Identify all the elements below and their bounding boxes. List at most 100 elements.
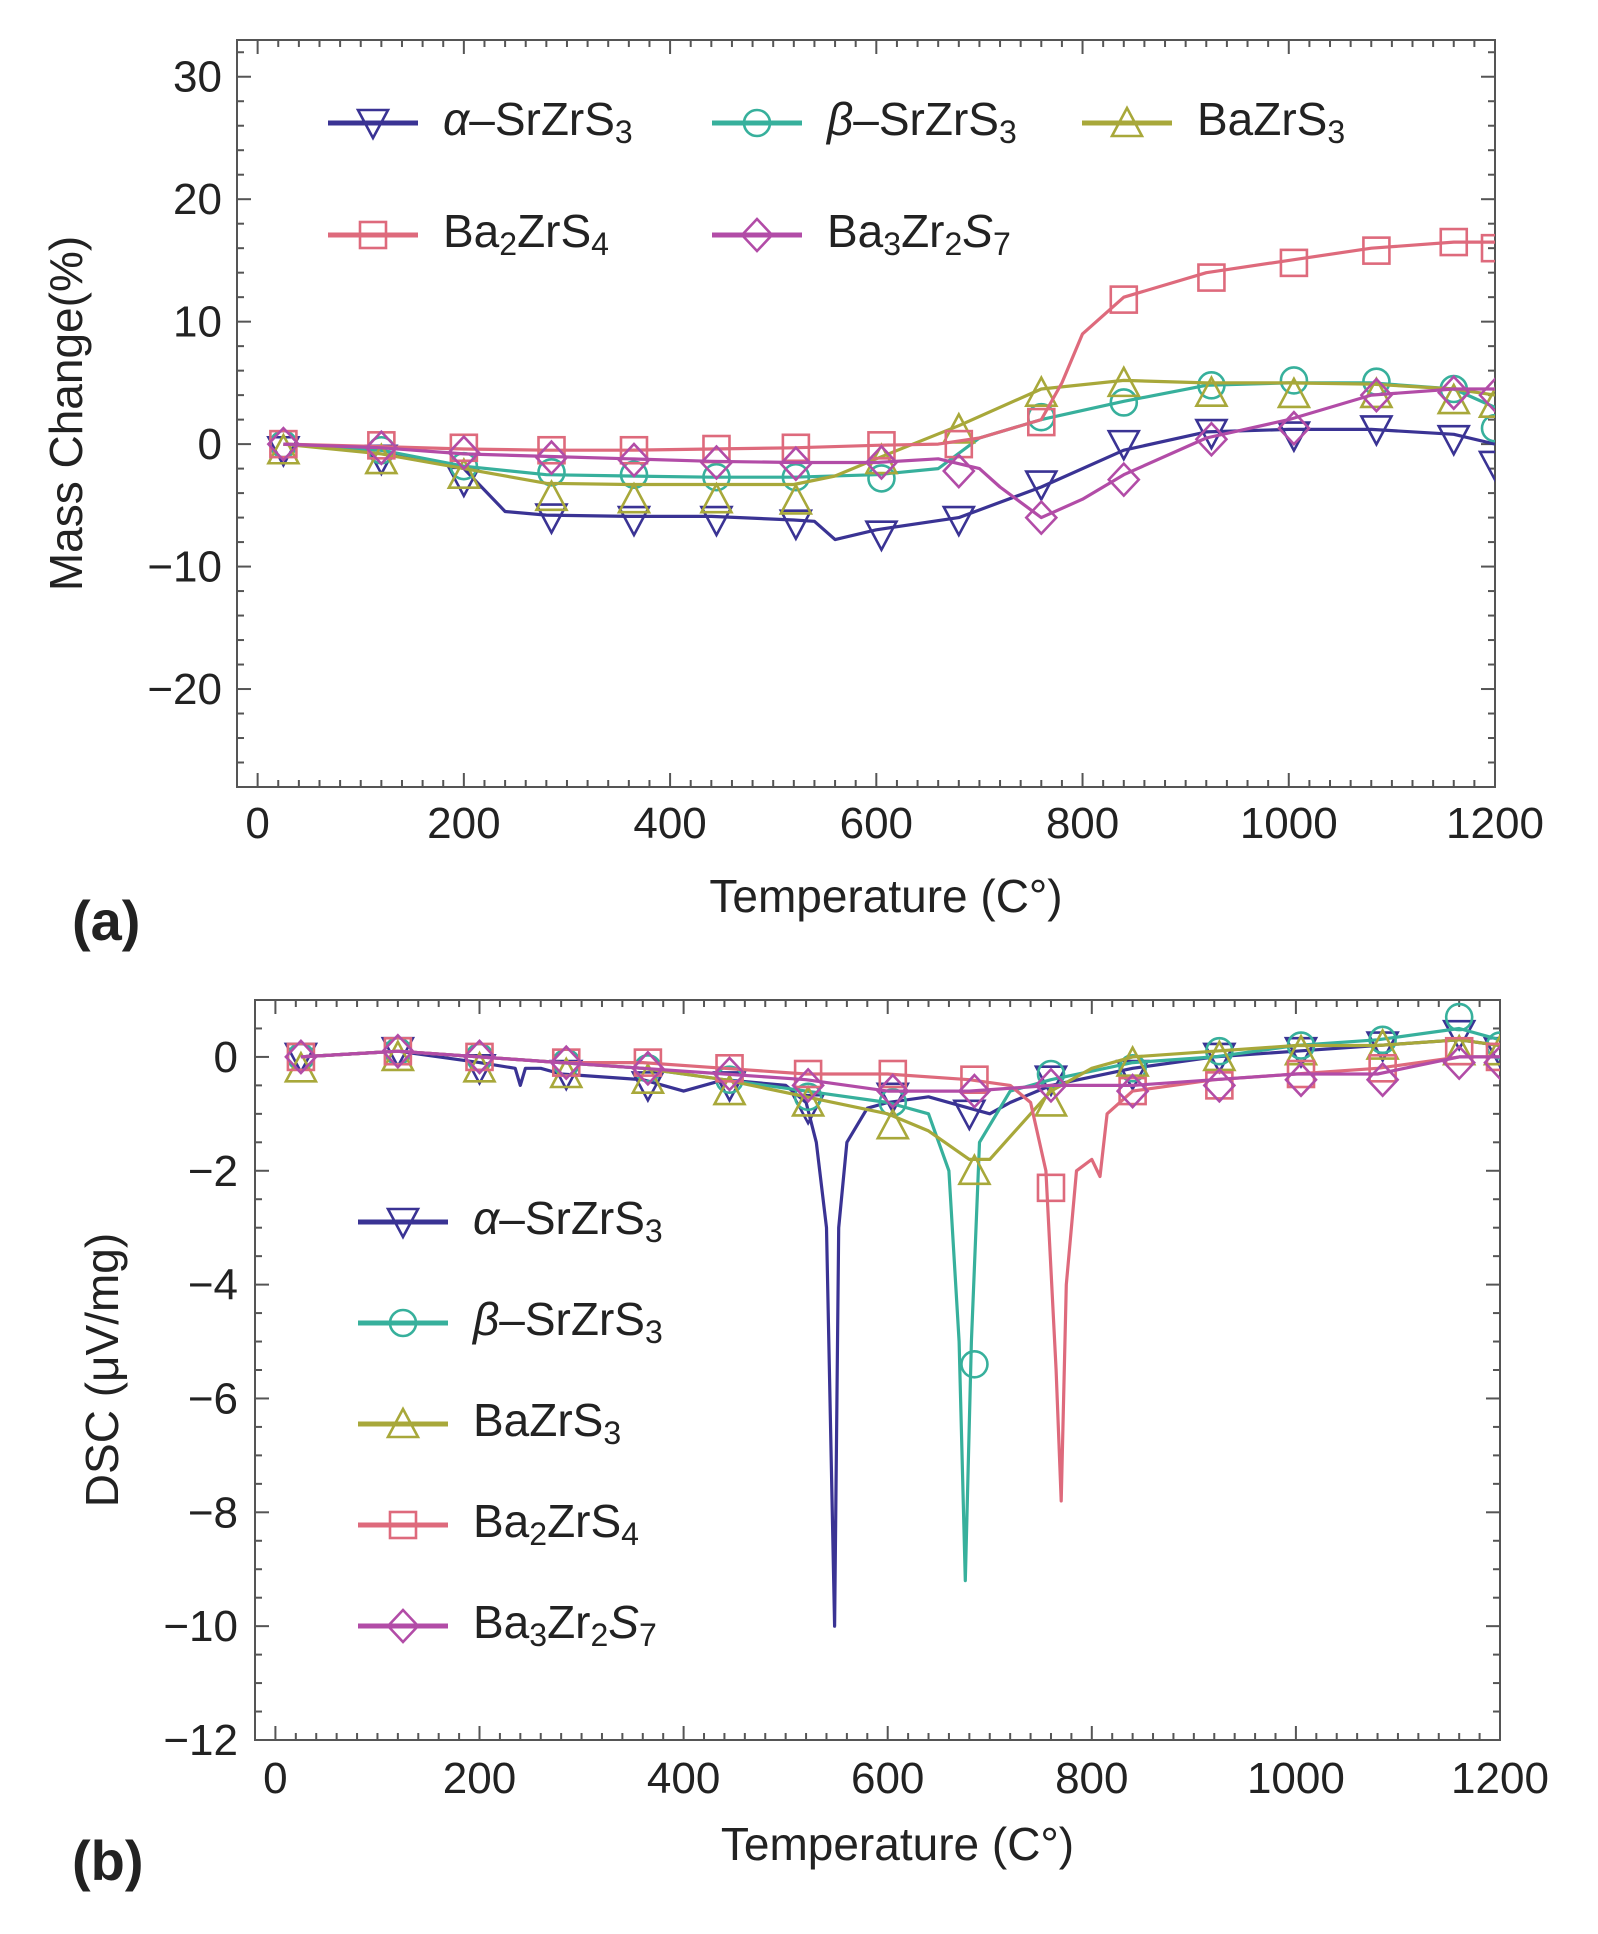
data-point — [1359, 415, 1394, 448]
data-point — [867, 431, 896, 460]
data-point — [537, 435, 566, 465]
data-point — [791, 1067, 825, 1104]
data-point — [781, 462, 811, 492]
data-point — [381, 1033, 415, 1070]
data-point — [549, 1056, 584, 1089]
legend: α–SrZrS3 β–SrZrS3 BaZrS3 Ba2ZrS4 Ba3Zr2S7 — [328, 93, 1345, 262]
data-point — [1036, 1173, 1066, 1203]
legend-label: α–SrZrS3 — [443, 93, 633, 150]
data-point — [616, 481, 652, 514]
data-point — [1359, 377, 1394, 414]
data-point — [619, 460, 649, 490]
x-tick-label: 1200 — [1451, 1754, 1549, 1803]
data-point — [1362, 236, 1391, 265]
data-point — [712, 1071, 747, 1104]
data-point — [793, 1059, 823, 1089]
data-point — [781, 433, 811, 463]
legend-marker — [742, 108, 772, 138]
data-point — [1106, 365, 1141, 398]
data-point — [1033, 1084, 1069, 1117]
y-tick-label: 0 — [198, 420, 222, 469]
data-point — [1197, 371, 1226, 400]
legend-label: Ba2ZrS4 — [473, 1495, 639, 1552]
legend-label: BaZrS3 — [1197, 93, 1345, 150]
legend-marker — [385, 1406, 421, 1439]
y-tick-label: 20 — [173, 175, 222, 224]
data-point — [1024, 499, 1059, 536]
data-point — [712, 1056, 747, 1092]
legend-label: β–SrZrS3 — [825, 93, 1017, 150]
y-tick-label: −8 — [188, 1488, 238, 1537]
data-point — [1276, 421, 1312, 454]
data-point — [699, 444, 734, 481]
y-tick-label: −10 — [163, 1602, 238, 1651]
data-point — [778, 509, 814, 542]
data-point — [549, 1044, 584, 1081]
data-point — [380, 1039, 416, 1072]
data-point — [779, 445, 813, 482]
data-point — [878, 1059, 908, 1089]
data-point — [1442, 1044, 1476, 1081]
data-point — [283, 1050, 319, 1083]
data-point — [1202, 1067, 1237, 1104]
data-point — [462, 1050, 497, 1083]
x-tick-label: 1000 — [1240, 799, 1338, 848]
y-axis-title: DSC (μV/mg) — [76, 1233, 128, 1507]
x-tick-label: 0 — [263, 1754, 287, 1803]
legend: α–SrZrS3 β–SrZrS3 BaZrS3 Ba2ZrS4 Ba3Zr2S7 — [358, 1192, 663, 1653]
data-point — [942, 453, 976, 489]
data-point — [534, 439, 569, 476]
data-point — [266, 426, 301, 463]
y-tick-label: 0 — [214, 1033, 238, 1082]
data-point — [1368, 1025, 1397, 1055]
data-point — [793, 1082, 823, 1112]
data-point — [867, 464, 896, 493]
legend-label: Ba3Zr2S7 — [473, 1596, 657, 1653]
data-point — [630, 1061, 666, 1094]
data-point — [1026, 407, 1056, 437]
legend-marker — [388, 1510, 418, 1540]
series-3 — [269, 227, 1495, 465]
data-point — [1436, 374, 1471, 411]
data-point — [446, 456, 482, 490]
legend-label: Ba2ZrS4 — [443, 205, 609, 262]
data-point — [1480, 413, 1495, 443]
data-point — [1368, 1054, 1397, 1083]
data-point — [1442, 1019, 1477, 1052]
data-point — [778, 482, 814, 515]
data-point — [712, 1073, 747, 1106]
data-point — [617, 442, 651, 478]
data-point — [1194, 374, 1229, 407]
series-2 — [266, 365, 1495, 515]
data-point — [702, 462, 731, 492]
x-tick-label: 600 — [840, 799, 913, 848]
data-point — [957, 1153, 992, 1186]
data-point — [960, 1350, 989, 1379]
data-point — [957, 1073, 992, 1109]
y-tick-label: 30 — [173, 53, 222, 102]
data-point — [1480, 233, 1495, 263]
data-point — [1109, 388, 1139, 417]
data-point — [1279, 248, 1309, 278]
data-point — [616, 505, 652, 538]
data-point — [1034, 1067, 1068, 1104]
data-point — [864, 444, 899, 481]
data-point — [462, 1039, 497, 1075]
legend-marker — [388, 1308, 418, 1338]
x-axis-title: Temperature (C°) — [709, 870, 1062, 922]
y-axis-title: Mass Change(%) — [40, 236, 92, 591]
data-point — [1194, 421, 1229, 458]
data-point — [447, 434, 481, 471]
data-point — [1482, 1033, 1500, 1066]
x-tick-label: 0 — [245, 799, 269, 848]
legend-label: BaZrS3 — [473, 1394, 621, 1451]
data-point — [1365, 1027, 1400, 1060]
data-point — [1436, 424, 1471, 457]
data-point — [1024, 470, 1059, 503]
data-point — [1106, 429, 1141, 462]
x-tick-label: 200 — [427, 799, 500, 848]
data-point — [630, 1071, 666, 1104]
y-tick-label: −4 — [188, 1261, 238, 1310]
panel-a: 0 200 400 600 800 1000 1200 −20 −10 0 10 20 30 Temper… — [40, 39, 1544, 952]
